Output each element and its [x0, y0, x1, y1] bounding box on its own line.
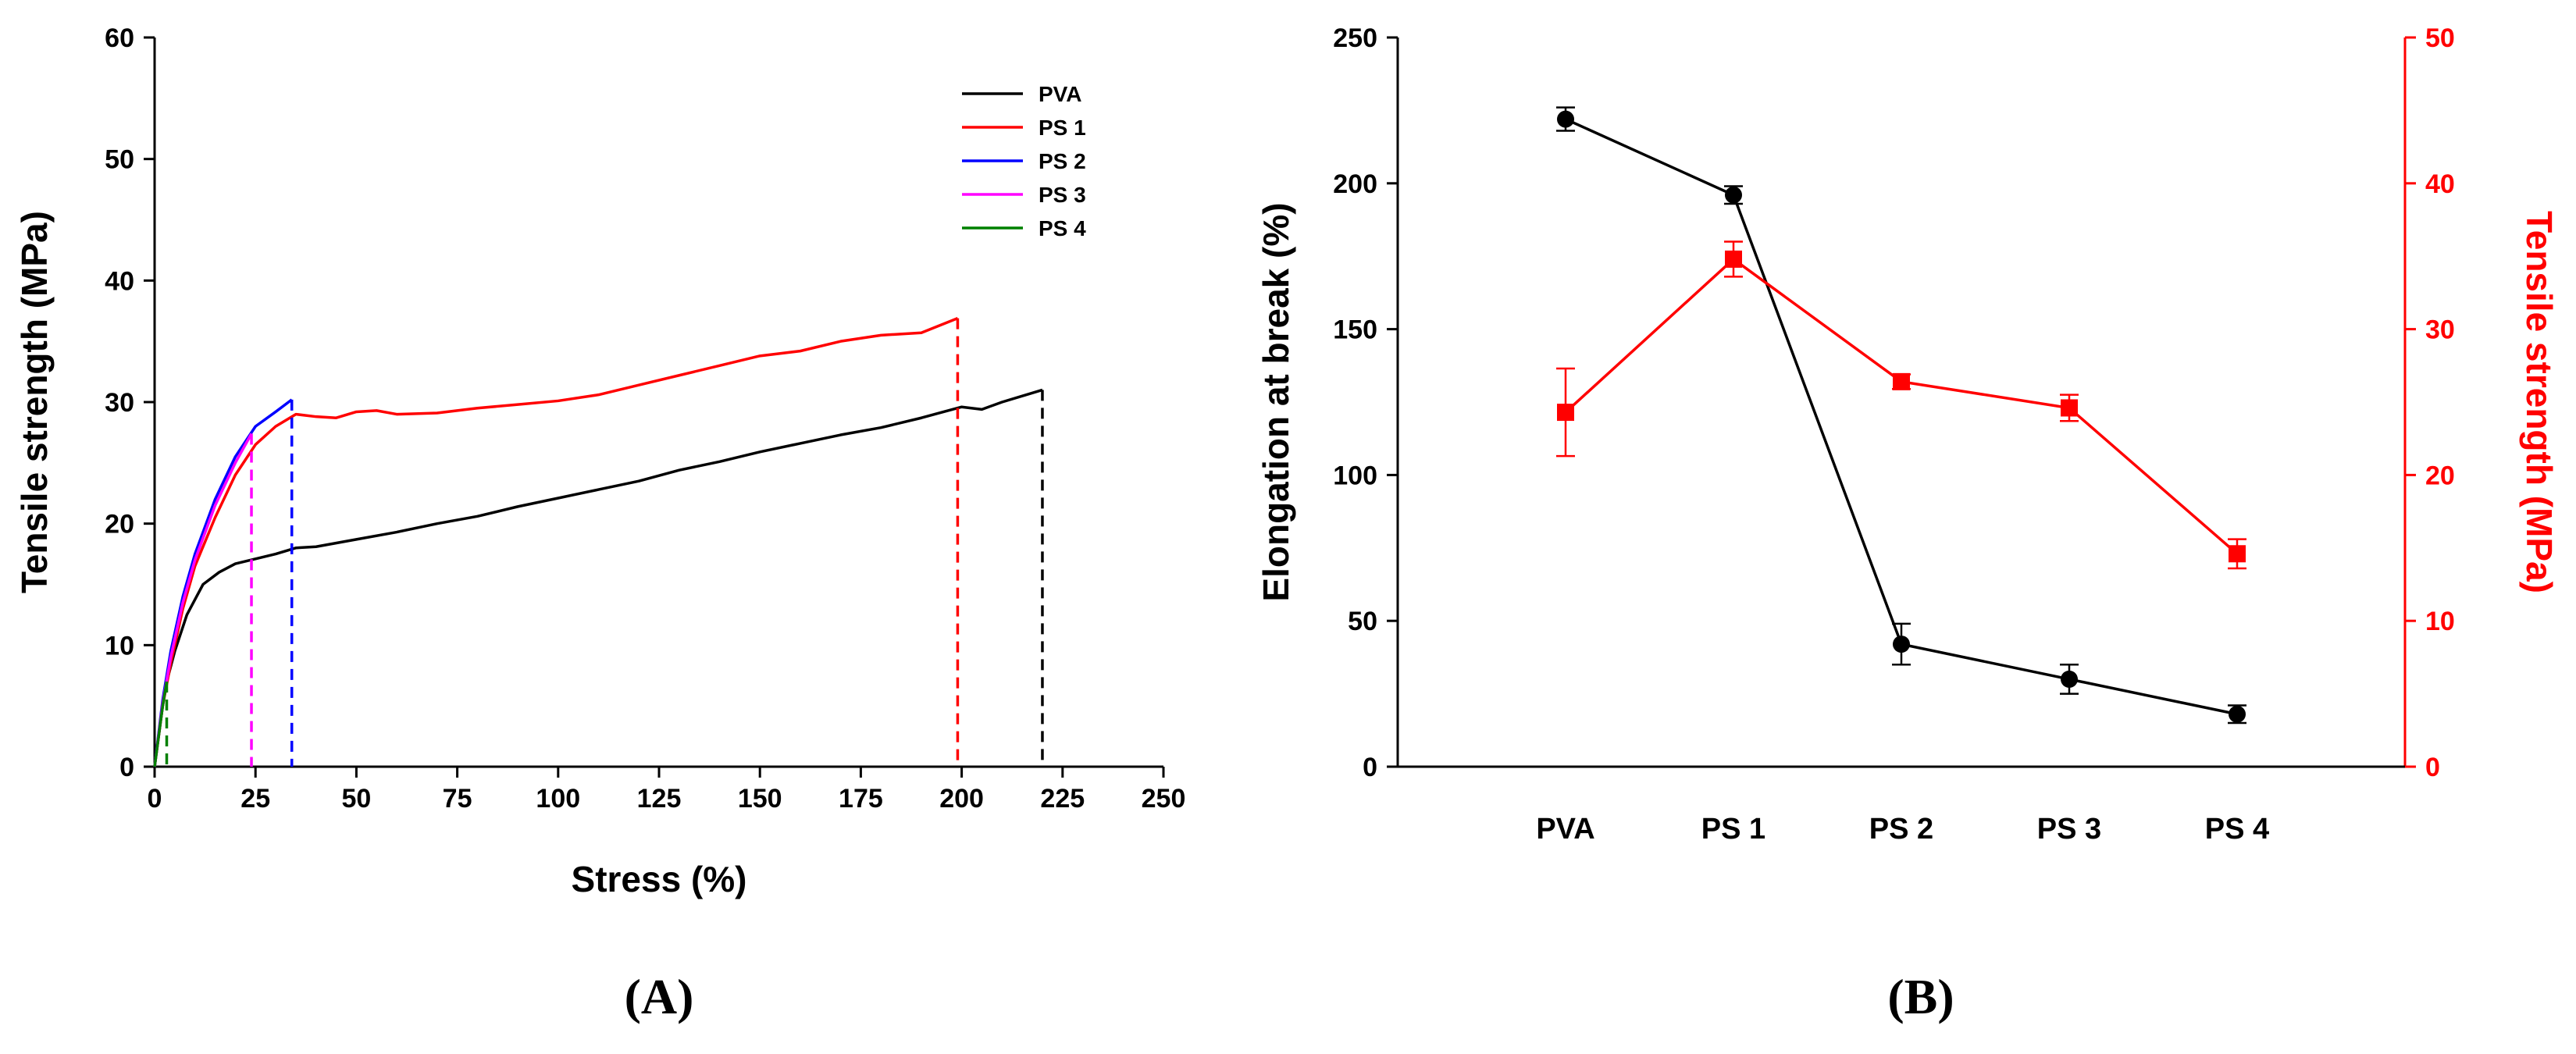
- x-tick-label: 100: [536, 784, 580, 814]
- legend: PVA PS 1 PS 2 PS 3 PS 4: [962, 82, 1086, 240]
- series-line-ps-1: [153, 316, 959, 767]
- y-tick-label: 50: [105, 145, 134, 175]
- x-tick-label: 75: [443, 784, 472, 814]
- y-tick-label: 0: [119, 753, 134, 782]
- left-tick-label: 150: [1333, 315, 1377, 345]
- y-tick-label: 40: [105, 266, 134, 296]
- y-tick-label: 60: [105, 23, 134, 53]
- left-tick-label: 200: [1333, 169, 1377, 199]
- category-label: PS 2: [1869, 813, 1933, 846]
- chart-a: 0 25 50 75 100 125 150 175 200 225 250 0 10 20 30 40 50 6…: [14, 23, 1185, 1024]
- left-tick-label: 0: [1363, 753, 1377, 782]
- data-point-circle: [1557, 110, 1574, 128]
- chart-b: 0 50 100 150 200 250 0 10 20 30 40 50 PVA PS 1 PS 2 PS …: [1256, 23, 2560, 1024]
- legend-label: PS 1: [1039, 116, 1086, 140]
- legend-label: PS 3: [1039, 183, 1086, 207]
- right-tick-label: 0: [2425, 753, 2440, 782]
- data-point-square: [2061, 399, 2078, 417]
- panel-label-b: (B): [1887, 969, 1954, 1024]
- data-point-square: [2229, 545, 2246, 563]
- x-tick-label: 25: [240, 784, 270, 814]
- right-tick-label: 40: [2425, 169, 2455, 199]
- series-line-ps-2: [153, 398, 293, 767]
- series-line-right: [1564, 257, 2239, 555]
- legend-label: PVA: [1039, 82, 1082, 106]
- category-label: PS 3: [2037, 813, 2101, 846]
- right-axis-title: Tensile strength (MPa): [2519, 211, 2560, 593]
- right-tick-label: 20: [2425, 461, 2455, 490]
- data-point-square: [1725, 250, 1742, 268]
- data-point-square: [1893, 372, 1910, 390]
- x-tick-label: 150: [738, 784, 782, 814]
- x-tick-label: 175: [839, 784, 883, 814]
- data-point-circle: [1725, 186, 1742, 204]
- y-tick-label: 20: [105, 510, 134, 539]
- left-tick-label: 100: [1333, 461, 1377, 490]
- x-tick-label: 225: [1040, 784, 1085, 814]
- x-tick-label: 0: [148, 784, 162, 814]
- legend-label: PS 2: [1039, 149, 1086, 173]
- data-point-circle: [1893, 636, 1910, 653]
- left-tick-label: 50: [1348, 607, 1377, 636]
- x-axis-title: Stress (%): [572, 859, 747, 899]
- right-tick-label: 50: [2425, 23, 2455, 53]
- x-tick-label: 125: [637, 784, 682, 814]
- y-tick-label: 30: [105, 388, 134, 418]
- legend-label: PS 4: [1039, 216, 1086, 240]
- y-tick-label: 10: [105, 631, 134, 661]
- data-point-square: [1557, 404, 1574, 422]
- right-tick-label: 30: [2425, 315, 2455, 345]
- left-tick-label: 250: [1333, 23, 1377, 53]
- data-point-circle: [2229, 705, 2246, 723]
- series-line-ps-4: [153, 681, 169, 767]
- left-axis-title: Elongation at break (%): [1256, 202, 1296, 601]
- x-tick-label: 50: [341, 784, 371, 814]
- series-line-pva: [153, 388, 1043, 767]
- data-point-circle: [2061, 670, 2078, 688]
- panel-label-a: (A): [625, 969, 694, 1024]
- x-tick-label: 200: [939, 784, 984, 814]
- category-label: PS 1: [1701, 813, 1765, 846]
- x-tick-label: 250: [1142, 784, 1186, 814]
- series-line-ps-3: [153, 433, 253, 767]
- category-label: PVA: [1536, 813, 1594, 846]
- right-tick-label: 10: [2425, 607, 2455, 636]
- y-axis-title: Tensile strength (MPa): [14, 211, 55, 593]
- category-label: PS 4: [2205, 813, 2269, 846]
